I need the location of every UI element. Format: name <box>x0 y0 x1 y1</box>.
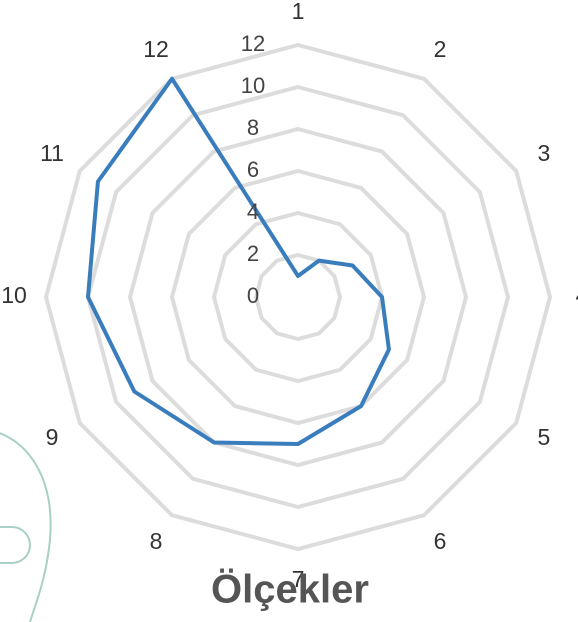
grid-ring <box>256 255 340 339</box>
category-label: 2 <box>434 36 447 62</box>
grid-ring <box>46 45 550 549</box>
r-tick-label: 8 <box>247 115 259 140</box>
category-label: 1 <box>292 0 305 24</box>
category-label: 11 <box>40 140 64 166</box>
category-label: 12 <box>143 36 169 62</box>
r-tick-label: 12 <box>241 31 265 56</box>
category-label: 9 <box>46 424 59 450</box>
category-label: 5 <box>538 424 551 450</box>
background-shape <box>0 527 30 563</box>
r-tick-label: 4 <box>247 199 259 224</box>
chart: 024681012123456789101112 Ölçekler <box>0 0 578 622</box>
r-tick-label: 2 <box>247 241 259 266</box>
category-label: 6 <box>434 528 447 554</box>
grid-ring <box>172 171 424 423</box>
chart-title: Ölçekler <box>211 567 369 612</box>
category-label: 10 <box>1 282 27 308</box>
category-label: 3 <box>538 140 551 166</box>
r-tick-label: 10 <box>241 73 265 98</box>
r-tick-label: 6 <box>247 157 259 182</box>
category-label: 8 <box>150 528 163 554</box>
grid-ring <box>130 129 466 465</box>
r-tick-label: 0 <box>247 283 259 308</box>
grid-ring <box>214 213 382 381</box>
grid <box>46 45 550 549</box>
series-line <box>88 79 389 444</box>
plot <box>88 79 389 444</box>
